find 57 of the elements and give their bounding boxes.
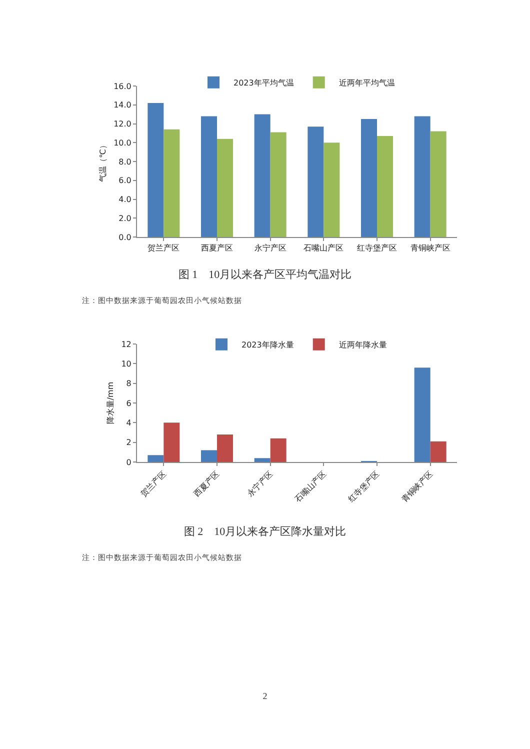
bar bbox=[164, 422, 180, 462]
x-tick-label: 贺兰产区 bbox=[148, 244, 180, 253]
legend-label: 近两年降水量 bbox=[338, 340, 387, 350]
bar bbox=[164, 129, 180, 237]
legend-label: 近两年平均气温 bbox=[338, 78, 395, 88]
text: 图 2 10月以来各产区降水量对比 bbox=[182, 524, 348, 539]
bar bbox=[148, 102, 164, 237]
y-tick-label: 12.0 bbox=[114, 120, 132, 129]
bar bbox=[414, 368, 430, 462]
y-tick-label: 4 bbox=[126, 418, 132, 428]
x-tick-label: 石嘴山产区 bbox=[293, 469, 328, 504]
y-tick-label: 8 bbox=[126, 379, 132, 388]
bar bbox=[217, 138, 233, 237]
bar bbox=[254, 458, 270, 462]
y-tick-label: 6 bbox=[126, 398, 132, 408]
bar bbox=[217, 434, 233, 462]
bar bbox=[308, 126, 324, 237]
y-tick-label: 4.0 bbox=[118, 195, 132, 204]
y-tick-label: 8.0 bbox=[118, 157, 132, 166]
x-tick-label: 西夏产区 bbox=[201, 244, 233, 253]
bar bbox=[430, 131, 446, 237]
x-tick-label: 贺兰产区 bbox=[138, 469, 168, 498]
y-tick-label: 10 bbox=[121, 359, 132, 368]
y-axis-title: 气温（℃） bbox=[98, 141, 108, 182]
bar bbox=[201, 116, 217, 237]
y-tick-label: 2 bbox=[126, 438, 132, 448]
y-tick-label: 0 bbox=[126, 458, 132, 467]
x-tick-label: 红寺堡产区 bbox=[346, 469, 382, 504]
x-tick-label: 永宁产区 bbox=[254, 244, 286, 253]
bar bbox=[254, 114, 270, 237]
y-tick-label: 10.0 bbox=[114, 138, 132, 148]
x-tick-label: 西夏产区 bbox=[192, 469, 222, 498]
y-tick-label: 16.0 bbox=[114, 82, 132, 91]
y-tick-label: 0.0 bbox=[118, 232, 132, 242]
x-tick-label: 红寺堡产区 bbox=[357, 244, 397, 253]
text: 图 1 10月以来各产区平均气温对比 bbox=[177, 268, 353, 282]
x-tick-label: 石嘴山产区 bbox=[304, 244, 344, 253]
legend-label: 2023年降水量 bbox=[242, 340, 294, 350]
x-tick-label: 永宁产区 bbox=[246, 469, 275, 498]
y-axis-title: 降水量/mm bbox=[106, 382, 115, 424]
bar bbox=[148, 455, 164, 462]
bar bbox=[414, 116, 430, 237]
y-tick-label: 6.0 bbox=[118, 176, 132, 186]
x-tick-label: 青铜峡产区 bbox=[400, 469, 435, 504]
bar bbox=[430, 441, 446, 462]
bar bbox=[324, 142, 340, 237]
bar bbox=[201, 450, 217, 462]
y-tick-label: 14.0 bbox=[114, 100, 132, 110]
bar bbox=[270, 438, 286, 462]
bar bbox=[377, 136, 393, 237]
y-tick-label: 2.0 bbox=[118, 214, 132, 223]
y-tick-label: 12 bbox=[121, 340, 132, 349]
legend-label: 2023年平均气温 bbox=[234, 78, 294, 88]
bar bbox=[270, 132, 286, 237]
text: 2 bbox=[262, 691, 268, 701]
x-tick-label: 青铜峡产区 bbox=[410, 244, 450, 253]
bar bbox=[361, 119, 377, 237]
